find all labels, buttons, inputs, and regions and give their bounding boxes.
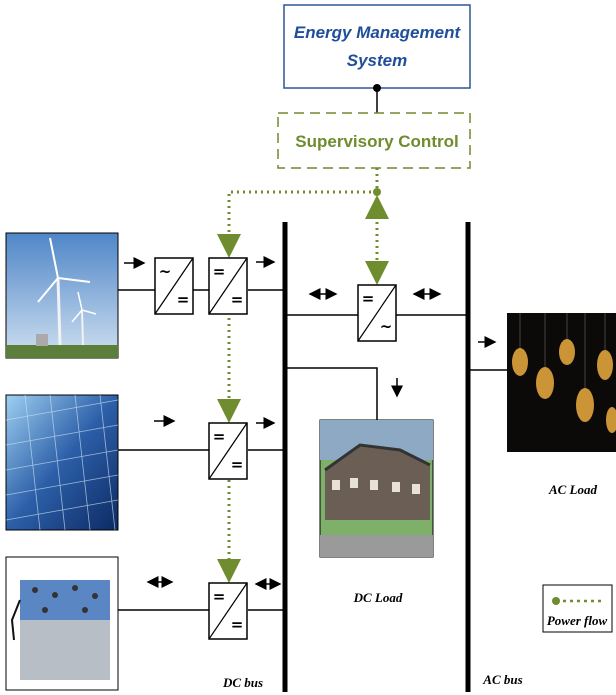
wind-image: [5, 232, 119, 359]
converter-top: ~: [159, 263, 172, 281]
ac-load-label: AC Load: [548, 482, 598, 497]
dc-load-image: [319, 419, 434, 558]
dc-load-label: DC Load: [353, 590, 403, 605]
wiring: [118, 289, 507, 611]
converter-top: =: [213, 263, 226, 281]
solar-image: [5, 394, 119, 531]
converter-diagonal: [208, 582, 248, 640]
converter-bottom: =: [231, 291, 244, 309]
power-flow: [217, 168, 389, 583]
converter-bottom: ~: [380, 318, 393, 336]
converter-bottom: =: [231, 456, 244, 474]
power-flow-node: [373, 188, 381, 196]
connector-dot: [373, 84, 381, 92]
ems-line: System: [347, 51, 407, 70]
legend: Power flow: [542, 584, 613, 633]
converter-bottom: =: [177, 291, 190, 309]
legend-label: Power flow: [547, 613, 608, 628]
converters: ~ = = = = ~ = = = =: [154, 257, 397, 640]
ems-box: Energy Management System: [283, 4, 471, 89]
direction-arrow: [124, 256, 497, 590]
battery-image: [5, 556, 119, 691]
ems-line: Energy Management: [294, 23, 462, 42]
converter-bottom: =: [231, 616, 244, 634]
supervisory-label: Supervisory Control: [295, 132, 458, 151]
converter-top: =: [362, 290, 375, 308]
converter-top: =: [213, 428, 226, 446]
dc-bus-label: DC bus: [222, 675, 263, 690]
converter-diagonal: [208, 257, 248, 315]
supervisory-box: [277, 112, 471, 169]
converter-diagonal: [154, 257, 194, 315]
ac-load-image: [507, 313, 616, 452]
converter-top: =: [213, 588, 226, 606]
converter-diagonal: [357, 284, 397, 342]
converter-diagonal: [208, 422, 248, 480]
ac-bus-label: AC bus: [482, 672, 522, 687]
